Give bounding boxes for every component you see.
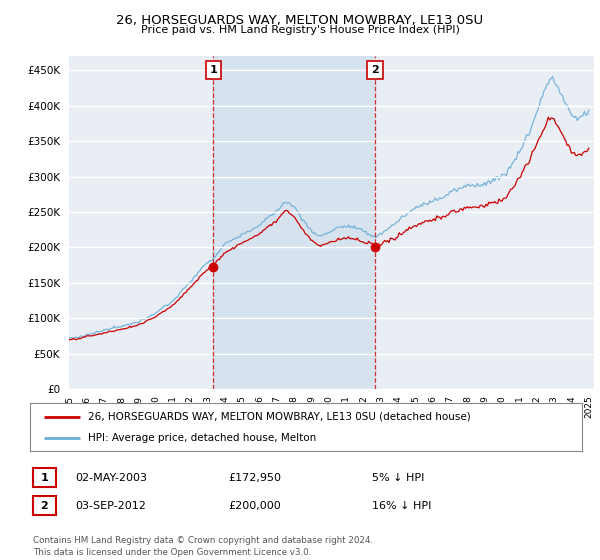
Bar <box>214 56 375 389</box>
Text: 26, HORSEGUARDS WAY, MELTON MOWBRAY, LE13 0SU: 26, HORSEGUARDS WAY, MELTON MOWBRAY, LE1… <box>116 14 484 27</box>
Text: HPI: Average price, detached house, Melton: HPI: Average price, detached house, Melt… <box>88 433 316 444</box>
Text: 16% ↓ HPI: 16% ↓ HPI <box>372 501 431 511</box>
Text: 03-SEP-2012: 03-SEP-2012 <box>75 501 146 511</box>
Text: £200,000: £200,000 <box>228 501 281 511</box>
Text: 02-MAY-2003: 02-MAY-2003 <box>75 473 147 483</box>
Text: Contains HM Land Registry data © Crown copyright and database right 2024.
This d: Contains HM Land Registry data © Crown c… <box>33 536 373 557</box>
Text: 1: 1 <box>41 473 48 483</box>
Text: Price paid vs. HM Land Registry's House Price Index (HPI): Price paid vs. HM Land Registry's House … <box>140 25 460 35</box>
Text: 1: 1 <box>209 65 217 75</box>
Text: 5% ↓ HPI: 5% ↓ HPI <box>372 473 424 483</box>
Text: 26, HORSEGUARDS WAY, MELTON MOWBRAY, LE13 0SU (detached house): 26, HORSEGUARDS WAY, MELTON MOWBRAY, LE1… <box>88 412 471 422</box>
Text: £172,950: £172,950 <box>228 473 281 483</box>
Text: 2: 2 <box>371 65 379 75</box>
Text: 2: 2 <box>41 501 48 511</box>
